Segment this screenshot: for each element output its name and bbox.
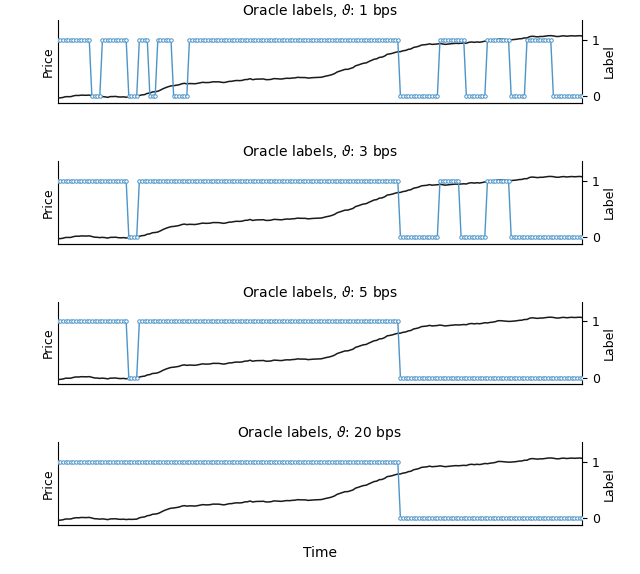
Y-axis label: Price: Price — [42, 328, 55, 358]
Title: Oracle labels, $\vartheta$: 3 bps: Oracle labels, $\vartheta$: 3 bps — [242, 143, 398, 161]
Title: Oracle labels, $\vartheta$: 1 bps: Oracle labels, $\vartheta$: 1 bps — [242, 2, 398, 20]
Title: Oracle labels, $\vartheta$: 5 bps: Oracle labels, $\vartheta$: 5 bps — [242, 284, 398, 301]
Y-axis label: Label: Label — [603, 185, 616, 219]
Text: Time: Time — [303, 546, 337, 560]
Y-axis label: Label: Label — [603, 45, 616, 79]
Y-axis label: Price: Price — [42, 468, 55, 499]
Y-axis label: Price: Price — [42, 46, 55, 77]
Y-axis label: Label: Label — [603, 467, 616, 501]
Y-axis label: Label: Label — [603, 326, 616, 360]
Title: Oracle labels, $\vartheta$: 20 bps: Oracle labels, $\vartheta$: 20 bps — [237, 424, 403, 443]
Y-axis label: Price: Price — [42, 187, 55, 218]
